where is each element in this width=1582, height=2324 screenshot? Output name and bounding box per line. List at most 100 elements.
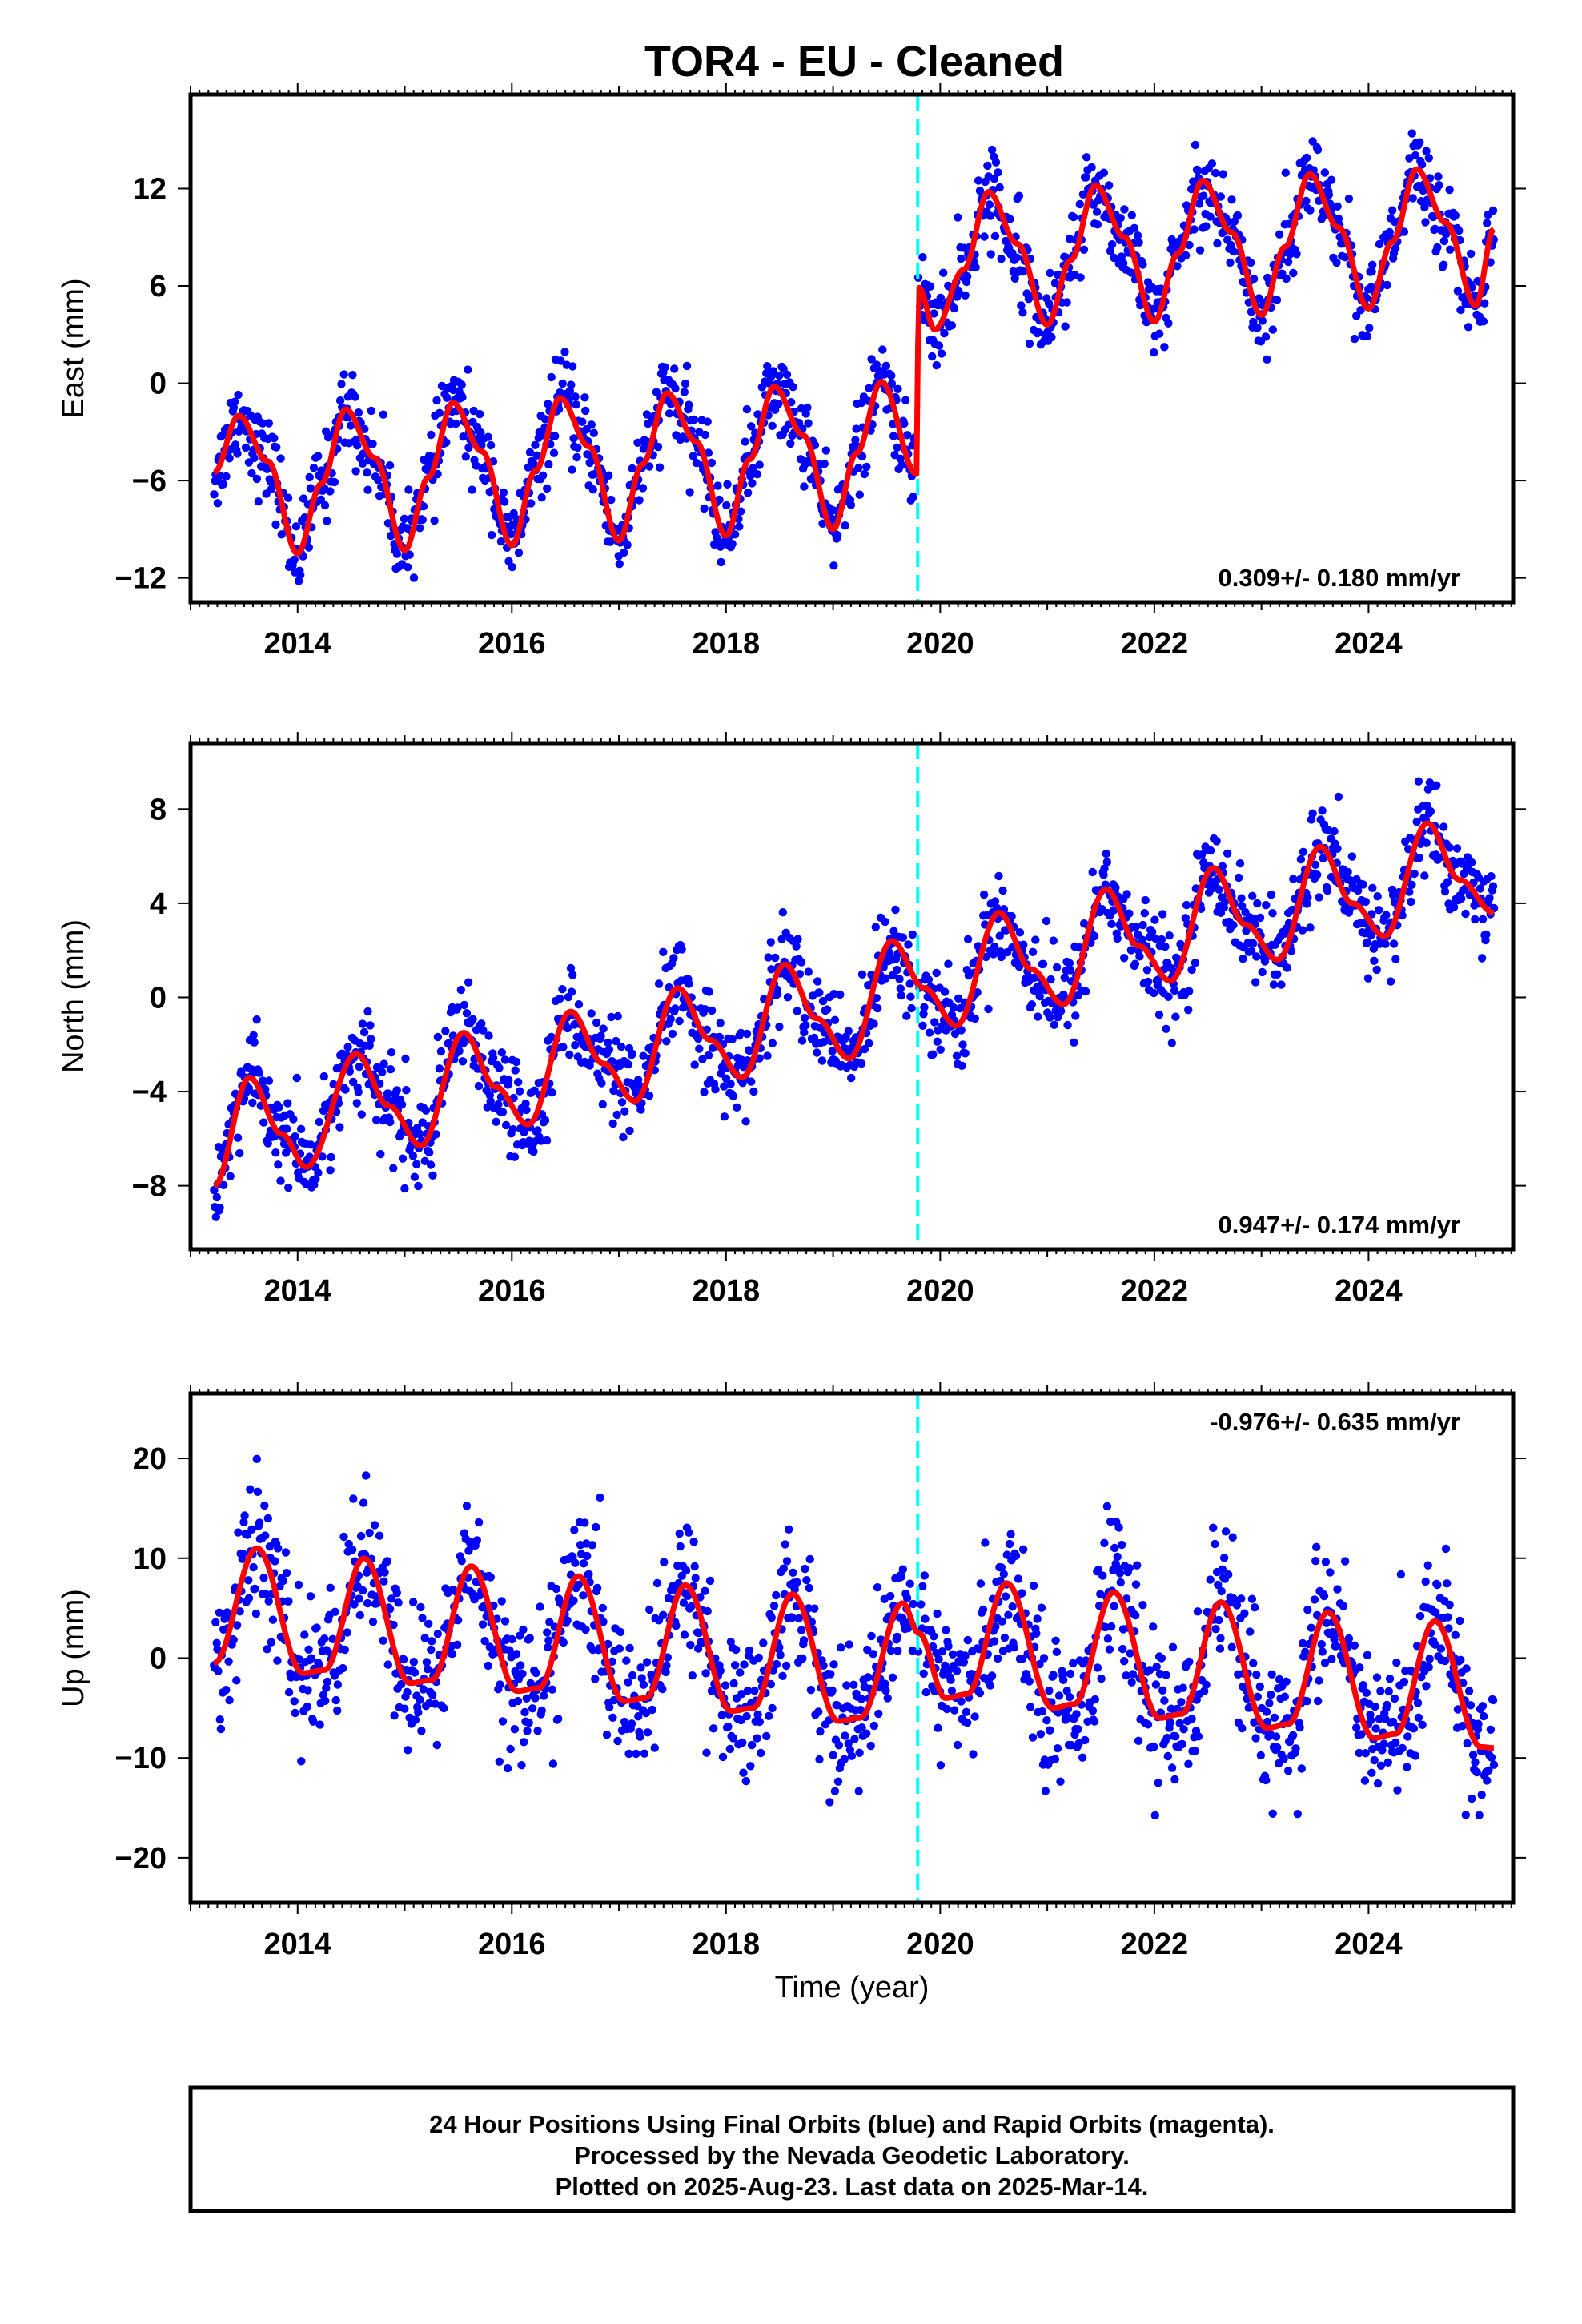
north-point xyxy=(920,1003,929,1012)
north-point xyxy=(1184,1005,1193,1015)
east-point xyxy=(508,562,516,572)
up-point xyxy=(1039,1654,1049,1663)
east-point xyxy=(872,360,881,369)
north-point xyxy=(728,1035,737,1044)
north-point xyxy=(598,1100,607,1109)
east-point xyxy=(1133,231,1142,240)
east-point xyxy=(1268,325,1278,334)
up-point xyxy=(1046,1726,1054,1735)
up-point xyxy=(340,1645,349,1655)
north-point xyxy=(745,1046,754,1055)
east-point xyxy=(1417,160,1427,169)
north-point xyxy=(1035,991,1044,1001)
east-point xyxy=(980,232,989,241)
up-point xyxy=(1350,1641,1359,1650)
up-point xyxy=(392,1588,401,1598)
up-point xyxy=(500,1617,510,1626)
east-point xyxy=(549,448,559,457)
east-point xyxy=(644,462,654,471)
east-point xyxy=(567,380,576,389)
up-point xyxy=(942,1626,950,1634)
north-point xyxy=(1042,916,1051,926)
east-point xyxy=(786,439,795,448)
north-point xyxy=(1247,947,1256,956)
up-point xyxy=(741,1776,750,1786)
east-point xyxy=(1025,339,1034,348)
up-point xyxy=(1103,1634,1113,1643)
up-point xyxy=(805,1583,813,1593)
up-point xyxy=(418,1614,427,1622)
up-point xyxy=(216,1724,226,1734)
up-point xyxy=(1167,1763,1177,1772)
up-point xyxy=(403,1687,412,1697)
figure-title: TOR4 - EU - Cleaned xyxy=(644,38,1064,86)
up-point xyxy=(778,1671,787,1680)
north-point xyxy=(1100,864,1109,873)
east-xtick-label: 2020 xyxy=(906,627,974,661)
up-point xyxy=(1357,1730,1366,1739)
north-point xyxy=(1407,880,1416,890)
east-point xyxy=(1249,317,1258,327)
north-point xyxy=(274,1160,283,1169)
north-point xyxy=(1255,913,1265,923)
north-point xyxy=(1150,988,1158,998)
up-point xyxy=(1170,1775,1179,1784)
up-point xyxy=(522,1694,531,1703)
up-point xyxy=(1310,1595,1319,1604)
up-point xyxy=(1100,1538,1109,1548)
up-point xyxy=(247,1525,256,1534)
north-point xyxy=(1323,886,1332,895)
north-point xyxy=(548,1088,556,1097)
north-point xyxy=(1038,959,1048,969)
north-point xyxy=(1019,940,1028,949)
up-point xyxy=(881,1679,889,1688)
north-point xyxy=(891,905,900,915)
up-point xyxy=(1173,1704,1182,1714)
up-point xyxy=(793,1578,801,1587)
east-point xyxy=(918,253,927,262)
up-point xyxy=(636,1663,645,1672)
up-point xyxy=(399,1655,408,1664)
up-point xyxy=(1315,1676,1323,1685)
east-point xyxy=(263,464,271,473)
north-point xyxy=(529,1147,538,1156)
east-point xyxy=(276,454,285,463)
east-point xyxy=(1282,274,1291,283)
north-point xyxy=(829,990,838,999)
up-point xyxy=(1184,1759,1193,1768)
up-point xyxy=(1275,1675,1284,1684)
up-point xyxy=(1157,1654,1166,1663)
east-point xyxy=(416,524,424,533)
up-point xyxy=(539,1691,548,1700)
north-point xyxy=(1407,897,1415,907)
north-point xyxy=(396,1128,406,1137)
north-point xyxy=(616,1042,626,1051)
up-point xyxy=(693,1644,703,1653)
up-point xyxy=(864,1673,873,1682)
north-point xyxy=(904,940,913,949)
east-point xyxy=(1120,205,1129,214)
north-point xyxy=(458,1057,468,1066)
east-point xyxy=(717,557,725,567)
up-point xyxy=(414,1708,423,1717)
north-point xyxy=(872,994,881,1003)
up-point xyxy=(519,1625,528,1634)
up-point xyxy=(1133,1561,1142,1570)
up-point xyxy=(400,1704,409,1713)
east-point xyxy=(957,254,966,263)
north-point xyxy=(896,984,905,993)
up-point xyxy=(349,1494,358,1503)
north-point xyxy=(755,1054,764,1063)
up-point xyxy=(962,1707,971,1716)
up-point xyxy=(857,1695,866,1703)
north-point xyxy=(359,1027,369,1037)
east-point xyxy=(306,484,315,493)
north-point xyxy=(813,977,822,986)
north-point xyxy=(771,953,780,963)
east-point xyxy=(304,543,313,552)
up-point xyxy=(537,1706,546,1715)
east-point xyxy=(1233,211,1243,220)
north-point xyxy=(1237,894,1246,903)
east-point xyxy=(741,437,749,446)
north-point xyxy=(1157,935,1166,944)
